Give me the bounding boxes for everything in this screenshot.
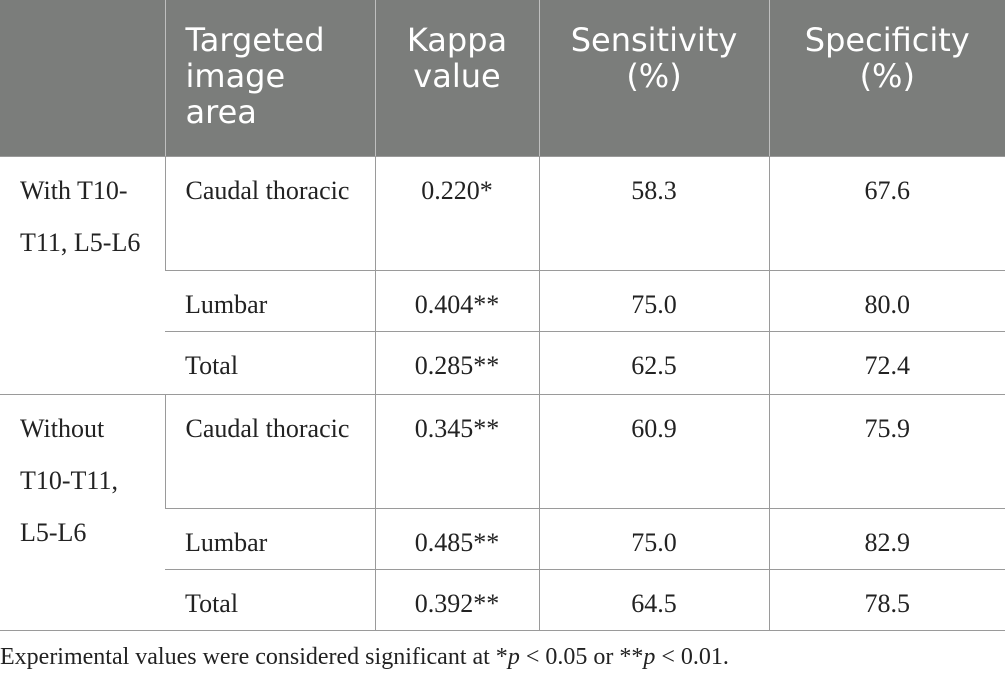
header-sensitivity: Sensitivity (%)	[538, 0, 769, 157]
specificity-cell: 82.9	[768, 508, 1005, 570]
area-cell: Lumbar	[165, 270, 375, 332]
results-table: Targeted image area Kappa value Sensitiv…	[0, 0, 1005, 631]
table-row: Lumbar 0.485** 75.0 82.9	[0, 508, 1005, 570]
specificity-cell: 72.4	[768, 331, 1005, 395]
specificity-cell: 78.5	[768, 569, 1005, 631]
area-cell: Total	[165, 569, 375, 631]
sensitivity-cell: 60.9	[538, 394, 769, 509]
table-row: Lumbar 0.404** 75.0 80.0	[0, 270, 1005, 332]
area-cell: Caudal thoracic	[164, 394, 375, 509]
header-group	[0, 0, 165, 157]
specificity-cell: 75.9	[768, 394, 1005, 509]
footnote-suffix: < 0.01.	[655, 644, 729, 670]
sensitivity-cell: 58.3	[538, 156, 769, 271]
kappa-cell: 0.285**	[374, 331, 539, 395]
header-row: Targeted image area Kappa value Sensitiv…	[0, 0, 1005, 157]
table-row: With T10-T11, L5-L6 Caudal thoracic 0.22…	[0, 156, 1005, 395]
footnote-p-symbol: p	[507, 644, 520, 670]
sensitivity-cell: 62.5	[538, 331, 769, 395]
header-specificity: Specificity (%)	[768, 0, 1005, 157]
group-label-without: Without T10-T11, L5-L6	[0, 394, 165, 631]
kappa-cell: 0.220*	[374, 156, 539, 271]
footnote-prefix: Experimental values were considered sign…	[0, 644, 508, 670]
table-footnote: Experimental values were considered sign…	[0, 644, 729, 671]
kappa-cell: 0.404**	[374, 270, 539, 332]
kappa-cell: 0.345**	[374, 394, 539, 509]
kappa-cell: 0.485**	[374, 508, 539, 570]
footnote-mid: < 0.05 or **	[519, 644, 644, 670]
area-cell: Caudal thoracic	[164, 156, 375, 271]
kappa-cell: 0.392**	[374, 569, 539, 631]
sensitivity-cell: 64.5	[538, 569, 769, 631]
group-label-with: With T10-T11, L5-L6	[0, 156, 165, 395]
sensitivity-cell: 75.0	[538, 508, 769, 570]
specificity-cell: 67.6	[768, 156, 1005, 271]
table-row: Total 0.285** 62.5 72.4	[0, 331, 1005, 395]
table-row: Without T10-T11, L5-L6 Caudal thoracic 0…	[0, 394, 1005, 631]
area-cell: Total	[165, 331, 375, 395]
header-targeted-area: Targeted image area	[164, 0, 375, 157]
specificity-cell: 80.0	[768, 270, 1005, 332]
footnote-p-symbol: p	[643, 644, 656, 670]
header-kappa: Kappa value	[374, 0, 539, 157]
sensitivity-cell: 75.0	[538, 270, 769, 332]
table-row: Total 0.392** 64.5 78.5	[0, 569, 1005, 631]
area-cell: Lumbar	[165, 508, 375, 570]
